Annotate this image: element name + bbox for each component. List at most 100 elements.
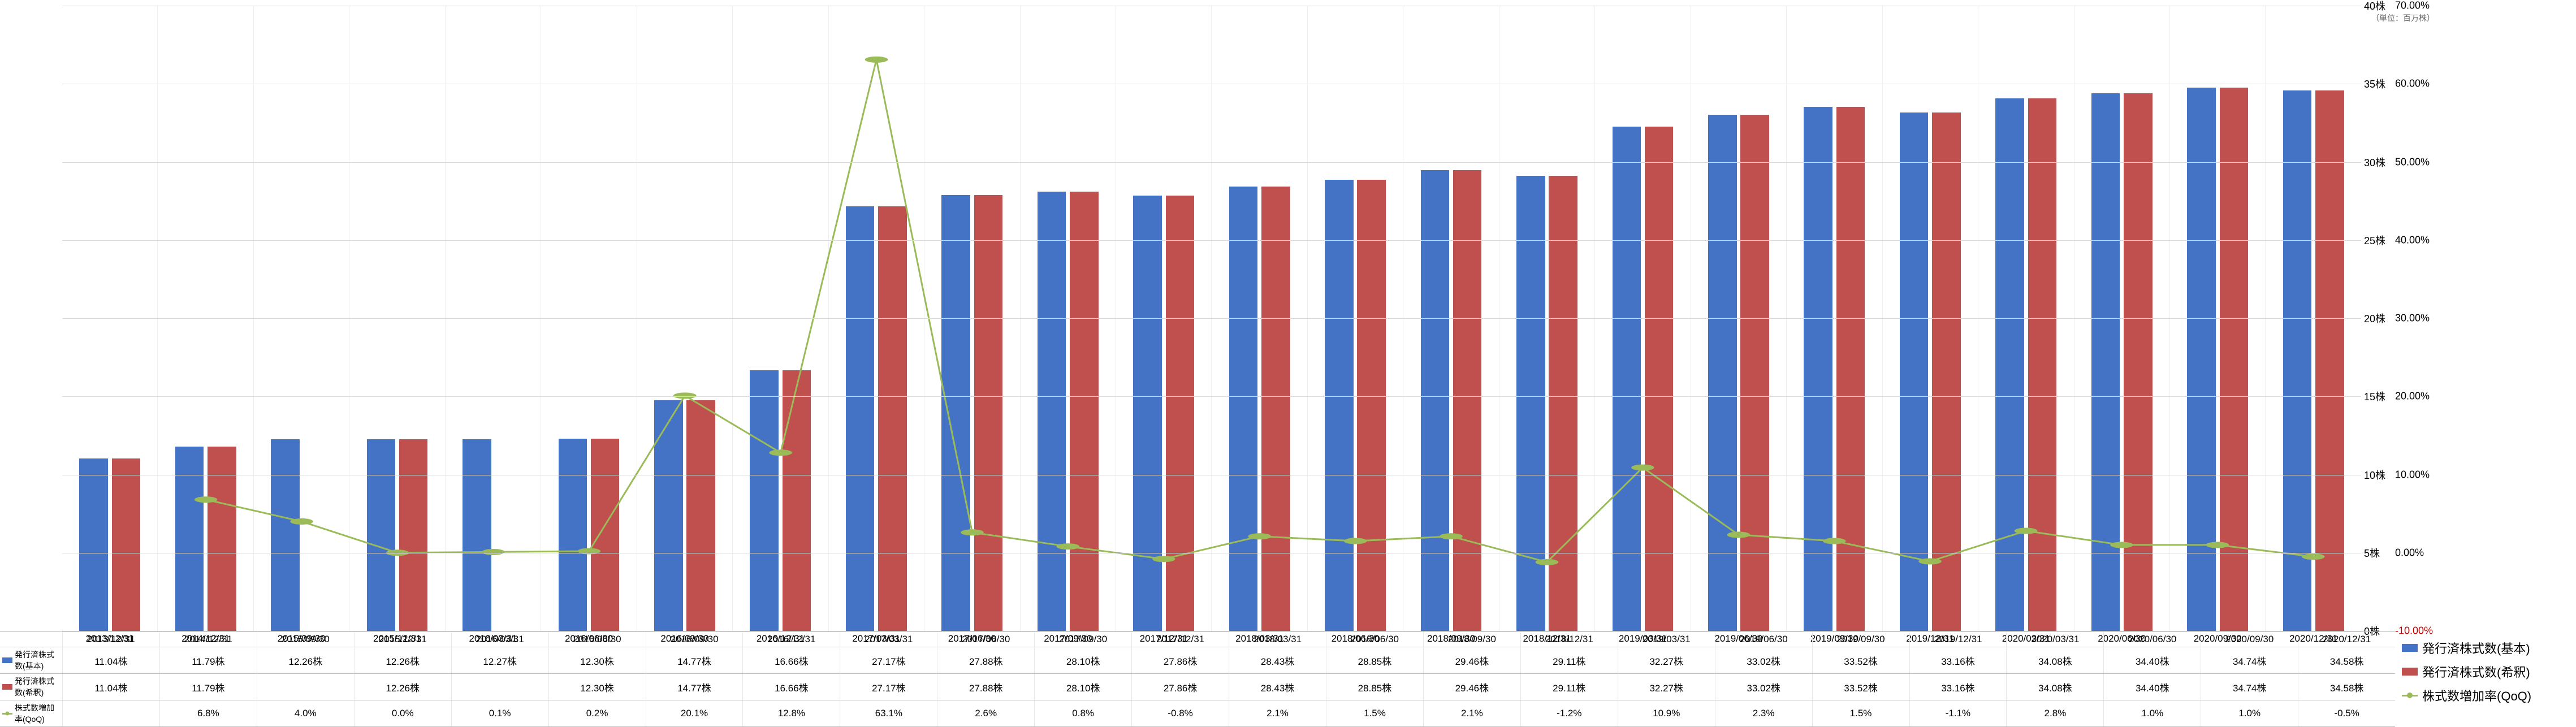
legend-label: 株式数増加率(QoQ): [2422, 686, 2531, 704]
chart-area: 2013/12/312014/12/312015/09/302015/12/31…: [62, 6, 2395, 642]
y1-tick-label: 35株: [2364, 76, 2392, 91]
bar-diluted: [686, 400, 715, 631]
table-cell: 63.1%: [840, 700, 937, 726]
table-cell: 27.17株: [840, 647, 937, 673]
bar-basic: [750, 370, 779, 631]
table-cell: 11.04株: [62, 647, 159, 673]
bar-basic: [1708, 115, 1737, 631]
table-header-cell: 2017/09/30: [1034, 632, 1131, 647]
table-cell: 27.86株: [1131, 674, 1229, 700]
table-cell: [62, 700, 159, 726]
table-header-cell: 2020/03/31: [2006, 632, 2103, 647]
table-cell: 33.52株: [1812, 647, 1909, 673]
bar-diluted: [1070, 192, 1099, 631]
gridline: [62, 162, 2361, 163]
table-cell: 2.3%: [1715, 700, 1812, 726]
table-cell: 12.26株: [354, 674, 451, 700]
bar-diluted: [1166, 196, 1195, 631]
table-cell: 34.58株: [2298, 674, 2395, 700]
bar-basic: [1325, 180, 1354, 631]
bar-basic: [1038, 192, 1066, 631]
table-cell: 1.0%: [2201, 700, 2298, 726]
table-header-cell: 2019/09/30: [1812, 632, 1909, 647]
chart-container: 2013/12/312014/12/312015/09/302015/12/31…: [0, 0, 2576, 727]
table-header-row: 2013/12/312014/12/312015/09/302015/12/31…: [0, 631, 2395, 647]
bar-diluted: [1357, 180, 1386, 631]
table-header-cell: 2018/06/30: [1326, 632, 1423, 647]
table-cell: 27.88株: [937, 674, 1034, 700]
y1-tick-label: 20株: [2364, 311, 2392, 326]
table-header-cell: 2017/12/31: [1131, 632, 1229, 647]
table-cell: -1.1%: [1909, 700, 2007, 726]
table-row-header: 発行済株式数(基本): [0, 647, 62, 673]
bar-basic: [1133, 196, 1162, 631]
line-swatch-icon: [2, 713, 12, 715]
table-header-cell: 2015/09/30: [257, 632, 354, 647]
table-cell: 28.85株: [1326, 674, 1423, 700]
table-cell: 27.17株: [840, 674, 937, 700]
y1-tick-label: 5株: [2364, 546, 2392, 560]
table-cell: 2.6%: [937, 700, 1034, 726]
table-cell: 12.26株: [354, 647, 451, 673]
bar-basic: [654, 400, 683, 631]
table-header-cell: 2017/03/31: [840, 632, 937, 647]
y1-tick-label: 25株: [2364, 233, 2392, 248]
table-cell: 33.02株: [1715, 647, 1812, 673]
bar-diluted: [112, 458, 141, 631]
table-cell: 12.26株: [257, 647, 354, 673]
table-cell: 12.27株: [451, 647, 548, 673]
y1-tick-label: 40株: [2364, 0, 2392, 13]
bar-basic: [271, 439, 300, 631]
table-cell: 28.85株: [1326, 647, 1423, 673]
table-cell: 29.11株: [1520, 647, 1618, 673]
table-cell: 10.9%: [1618, 700, 1715, 726]
table-cell: 0.8%: [1034, 700, 1131, 726]
row-label: 発行済株式数(希釈): [15, 676, 60, 698]
bar-basic: [1421, 170, 1450, 631]
bar-diluted: [2028, 98, 2057, 631]
legend-label: 発行済株式数(希釈): [2422, 663, 2530, 681]
table-header-cell: 2016/09/30: [646, 632, 743, 647]
table-header-cell: 2016/12/31: [742, 632, 840, 647]
table-cell: 0.0%: [354, 700, 451, 726]
table-cell: 6.8%: [159, 700, 257, 726]
table-cell: 28.10株: [1034, 674, 1131, 700]
table-header-cell: 2015/12/31: [354, 632, 451, 647]
bar-swatch-icon: [2, 657, 12, 663]
table-row: 発行済株式数(基本)11.04株11.79株12.26株12.26株12.27株…: [0, 647, 2395, 673]
table-cell: 28.43株: [1229, 674, 1326, 700]
table-cell: 4.0%: [257, 700, 354, 726]
table-row-header: 発行済株式数(希釈): [0, 674, 62, 700]
table-row-header: 株式数増加率(QoQ): [0, 700, 62, 726]
legend-label: 発行済株式数(基本): [2422, 639, 2530, 657]
table-header-cell: 2019/12/31: [1909, 632, 2007, 647]
legend-item: 株式数増加率(QoQ): [2402, 686, 2571, 704]
row-label: 発行済株式数(基本): [15, 649, 60, 672]
bar-swatch-icon: [2402, 644, 2418, 652]
y1-tick-label: 10株: [2364, 468, 2392, 482]
legend-item: 発行済株式数(基本): [2402, 639, 2571, 657]
table-header-cell: 2019/06/30: [1715, 632, 1812, 647]
table-cell: -1.2%: [1520, 700, 1618, 726]
legend: 発行済株式数(基本) 発行済株式数(希釈) 株式数増加率(QoQ): [2402, 0, 2571, 727]
bar-basic: [1229, 187, 1258, 631]
row-label: 株式数増加率(QoQ): [15, 702, 60, 725]
bar-basic: [559, 439, 587, 631]
table-cell: 0.1%: [451, 700, 548, 726]
bar-basic: [941, 195, 970, 631]
table-cell: 34.74株: [2201, 647, 2298, 673]
bar-diluted: [974, 195, 1003, 631]
table-cell: 27.86株: [1131, 647, 1229, 673]
bar-diluted: [2220, 88, 2249, 631]
bar-basic: [846, 206, 875, 631]
table-cell: 0.2%: [548, 700, 646, 726]
table-row: 株式数増加率(QoQ)6.8%4.0%0.0%0.1%0.2%20.1%12.8…: [0, 700, 2395, 727]
table-header-cell: 2019/03/31: [1618, 632, 1715, 647]
table-cell: 27.88株: [937, 647, 1034, 673]
table-cell: -0.8%: [1131, 700, 1229, 726]
table-cell: 32.27株: [1618, 674, 1715, 700]
plot-region: 2013/12/312014/12/312015/09/302015/12/31…: [62, 6, 2361, 631]
table-cell: 34.58株: [2298, 647, 2395, 673]
y1-tick-label: 15株: [2364, 389, 2392, 404]
table-header-cell: 2020/09/30: [2201, 632, 2298, 647]
